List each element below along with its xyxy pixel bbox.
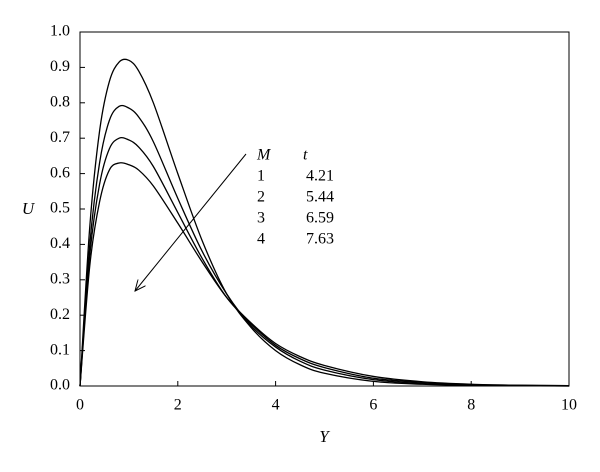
annotation-cell: 5.44 [306, 189, 334, 206]
annotation-cell: 4.21 [306, 168, 334, 185]
y-tick-label: 0.7 [50, 129, 70, 146]
annotation-cell: 7.63 [306, 231, 334, 248]
y-tick-label: 0.3 [50, 270, 70, 287]
y-tick-label: 0.2 [50, 306, 70, 323]
line-series [79, 58, 570, 387]
y-tick-label: 1.0 [50, 23, 70, 40]
line-series [79, 136, 570, 387]
x-tick-label: 2 [174, 397, 182, 414]
y-tick-label: 0.6 [50, 164, 70, 181]
line-series [79, 162, 570, 387]
annotation-cell: 4 [257, 231, 265, 248]
arrow [135, 153, 247, 291]
x-tick-label: 6 [369, 397, 377, 414]
y-axis-label: U [22, 199, 36, 218]
annotation-header: t [303, 147, 308, 164]
y-tick-label: 0.4 [50, 235, 70, 252]
y-tick-label: 0.9 [50, 58, 70, 75]
y-tick-label: 0.8 [50, 93, 70, 110]
annotation-header: M [256, 147, 272, 164]
x-axis-label: Y [319, 427, 330, 446]
x-tick-label: 10 [561, 397, 577, 414]
y-tick-label: 0.1 [50, 341, 70, 358]
x-tick-label: 0 [76, 397, 84, 414]
annotation-cell: 6.59 [306, 210, 334, 227]
annotation-cell: 1 [257, 168, 265, 185]
y-tick-label: 0.5 [50, 200, 70, 217]
line-series [79, 104, 570, 387]
x-tick-label: 4 [272, 397, 280, 414]
annotation-cell: 3 [257, 210, 265, 227]
annotation-cell: 2 [257, 189, 265, 206]
x-tick-label: 8 [467, 397, 475, 414]
y-tick-label: 0.0 [50, 377, 70, 394]
